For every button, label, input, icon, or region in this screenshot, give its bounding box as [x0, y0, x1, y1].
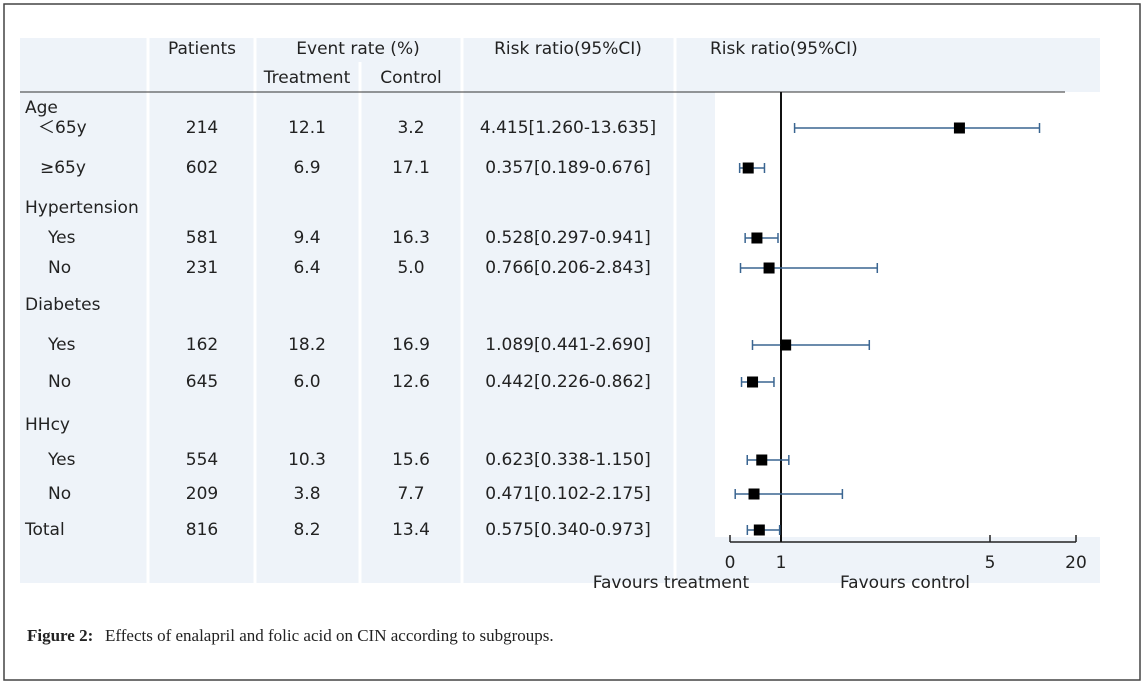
- x-tick-label: 0: [725, 553, 736, 573]
- row-label: Yes: [47, 228, 76, 248]
- x-tick-label: 1: [776, 553, 787, 573]
- cell-risk-ratio: 0.766[0.206-2.843]: [485, 258, 650, 278]
- point-estimate: [756, 454, 768, 466]
- cell-patients: 209: [186, 484, 218, 504]
- row-label: ＜65y: [38, 118, 87, 138]
- point-estimate: [763, 262, 775, 274]
- x-tick-label: 20: [1065, 553, 1087, 573]
- cell-control: 15.6: [392, 450, 430, 470]
- right-label: Favours control: [840, 573, 970, 593]
- header-patients: Patients: [168, 39, 236, 59]
- row-label: No: [48, 372, 71, 392]
- cell-risk-ratio: 0.575[0.340-0.973]: [485, 520, 650, 540]
- cell-treatment: 12.1: [288, 118, 326, 138]
- row-label: Yes: [47, 335, 76, 355]
- left-label: Favours treatment: [593, 573, 750, 593]
- cell-risk-ratio: 0.442[0.226-0.862]: [485, 372, 650, 392]
- cell-patients: 816: [186, 520, 218, 540]
- cell-risk-ratio: 0.471[0.102-2.175]: [485, 484, 650, 504]
- point-estimate: [751, 232, 763, 244]
- cell-control: 16.3: [392, 228, 430, 248]
- cell-treatment: 8.2: [293, 520, 320, 540]
- cell-patients: 214: [186, 118, 218, 138]
- point-estimate: [753, 524, 765, 536]
- cell-risk-ratio: 4.415[1.260-13.635]: [480, 118, 656, 138]
- point-estimate: [953, 122, 965, 134]
- cell-patients: 645: [186, 372, 218, 392]
- point-estimate: [747, 376, 759, 388]
- cell-treatment: 10.3: [288, 450, 326, 470]
- row-label: No: [48, 484, 71, 504]
- cell-patients: 602: [186, 158, 218, 178]
- cell-control: 5.0: [397, 258, 424, 278]
- x-tick-label: 5: [985, 553, 996, 573]
- plot-title: Risk ratio(95%CI): [710, 39, 858, 59]
- cell-risk-ratio: 0.528[0.297-0.941]: [485, 228, 650, 248]
- cell-control: 12.6: [392, 372, 430, 392]
- plot-bg: [715, 92, 1100, 537]
- cell-patients: 581: [186, 228, 218, 248]
- cell-risk-ratio: 1.089[0.441-2.690]: [485, 335, 650, 355]
- row-label: Diabetes: [25, 295, 101, 315]
- cell-control: 16.9: [392, 335, 430, 355]
- cell-patients: 231: [186, 258, 218, 278]
- row-label: No: [48, 258, 71, 278]
- cell-patients: 554: [186, 450, 218, 470]
- cell-control: 17.1: [392, 158, 430, 178]
- row-label: HHcy: [25, 415, 70, 435]
- point-estimate: [742, 162, 754, 174]
- cell-risk-ratio: 0.357[0.189-0.676]: [485, 158, 650, 178]
- cell-patients: 162: [186, 335, 218, 355]
- header-control: Control: [380, 68, 441, 88]
- cell-control: 3.2: [397, 118, 424, 138]
- cell-treatment: 6.0: [293, 372, 320, 392]
- point-estimate: [780, 339, 792, 351]
- row-label: Age: [25, 98, 58, 118]
- row-label: Hypertension: [25, 198, 139, 218]
- point-estimate: [748, 488, 760, 500]
- row-label: Yes: [47, 450, 76, 470]
- cell-treatment: 9.4: [293, 228, 320, 248]
- header-treatment: Treatment: [263, 68, 351, 88]
- caption-text: Effects of enalapril and folic acid on C…: [105, 626, 554, 645]
- caption-label: Figure 2:: [27, 626, 93, 645]
- cell-treatment: 6.9: [293, 158, 320, 178]
- column-dividers: [146, 38, 677, 583]
- cell-treatment: 18.2: [288, 335, 326, 355]
- cell-control: 13.4: [392, 520, 430, 540]
- header-risk-ratio: Risk ratio(95%CI): [494, 39, 642, 59]
- cell-treatment: 3.8: [293, 484, 320, 504]
- row-label: Total: [24, 520, 65, 540]
- header-event-rate: Event rate (%): [296, 39, 419, 59]
- cell-treatment: 6.4: [293, 258, 320, 278]
- row-label: ≥65y: [40, 158, 86, 178]
- cell-risk-ratio: 0.623[0.338-1.150]: [485, 450, 650, 470]
- cell-control: 7.7: [397, 484, 424, 504]
